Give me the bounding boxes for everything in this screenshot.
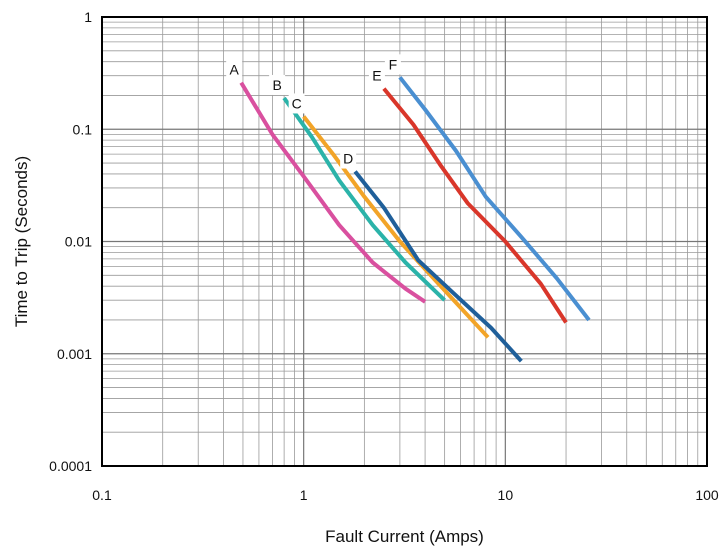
series-label-e: E <box>372 68 381 84</box>
series-line-f <box>398 76 591 322</box>
series-label-f: F <box>389 56 398 72</box>
series-label-background <box>269 74 286 95</box>
y-tick-label: 0.001 <box>57 346 92 362</box>
y-axis-title: Time to Trip (Seconds) <box>12 156 31 327</box>
series-line-c <box>302 115 490 339</box>
y-tick-label: 0.0001 <box>49 458 92 474</box>
x-tick-label: 100 <box>695 487 719 503</box>
series-line-b <box>282 96 446 302</box>
y-tick-label: 1 <box>84 9 92 25</box>
x-tick-label: 0.1 <box>92 487 112 503</box>
series-line-d <box>353 170 523 363</box>
y-tick-label: 0.01 <box>65 234 92 250</box>
series-label-background <box>340 148 357 169</box>
series-line-a <box>239 81 427 304</box>
series-label-background <box>226 59 243 80</box>
series-label-a: A <box>230 62 240 78</box>
x-axis-title: Fault Current (Amps) <box>325 527 484 546</box>
x-tick-label: 1 <box>300 487 308 503</box>
series-label-background <box>384 54 401 75</box>
series-label-b: B <box>272 77 281 93</box>
x-tick-label: 10 <box>498 487 514 503</box>
y-tick-label: 0.1 <box>73 121 93 137</box>
series-layer: A BC D EF <box>226 54 591 363</box>
series-label-d: D <box>343 151 353 167</box>
series-label-c: C <box>292 95 302 111</box>
y-tick-labels: 1 0.1 0.01 0.001 0.0001 <box>49 9 92 474</box>
series-label-background <box>368 65 385 86</box>
series-line-e <box>382 87 568 324</box>
series-label-background <box>288 93 305 114</box>
x-tick-labels: 0.1 1 10 100 <box>92 487 719 503</box>
plot-frame <box>101 16 708 467</box>
